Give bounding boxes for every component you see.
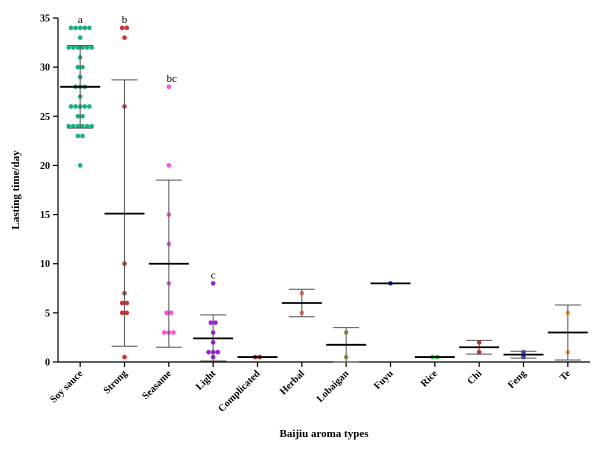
data-point [80,64,85,70]
y-tick-label: 20 [40,161,50,172]
data-point [80,133,85,139]
data-point [75,64,81,70]
data-point [80,123,85,129]
data-point [164,310,169,316]
data-point [77,163,83,168]
data-point [80,113,85,119]
data-point [210,281,216,286]
data-point [213,320,218,325]
x-tick-label: Strong [102,368,130,396]
data-point [166,84,172,90]
x-axis-title: Baijiu aroma types [279,428,369,440]
x-tick-label: Feng [506,368,529,391]
x-tick-label: Soy sauce [48,368,85,405]
data-point [166,163,172,168]
y-tick-label: 10 [40,259,50,270]
significance-label: b [122,14,128,26]
x-tick-label: Light [194,368,219,393]
data-point [208,320,214,325]
y-tick-label: 5 [45,308,50,319]
data-point [75,133,81,139]
data-point [89,45,94,50]
data-point [66,123,71,129]
significance-label: c [211,269,216,281]
x-tick-label: Herbal [278,368,307,397]
x-tick-label: Chi [466,368,485,387]
data-point [80,45,85,50]
data-point [77,25,83,31]
data-point [82,25,88,31]
data-point [122,354,127,360]
chart-marks: a b bc c [60,14,588,363]
data-point [124,300,130,306]
data-point [119,310,125,316]
data-point [84,123,90,129]
data-point [119,25,125,31]
data-point [124,310,130,316]
data-point [70,45,76,50]
significance-label: a [78,14,83,26]
data-point [122,35,127,40]
data-point [119,300,125,306]
data-point [75,45,81,50]
data-point [68,25,74,31]
data-point [215,349,221,355]
data-point [77,35,83,40]
data-point [206,349,211,355]
data-point [82,104,88,109]
data-point [171,330,176,335]
data-point [75,113,81,119]
y-tick-label: 35 [40,14,50,25]
y-tick-label: 30 [40,63,50,74]
data-point [124,25,130,31]
x-tick-label: Seasame [140,368,174,402]
y-tick-label: 15 [40,210,50,221]
data-point [84,45,90,50]
x-tick-label: Te [558,368,573,383]
data-point [168,310,174,316]
y-tick-label: 0 [45,358,50,369]
data-point [87,104,92,109]
x-tick-label: Lobaigan [315,368,352,405]
data-point [89,123,94,129]
data-point [73,104,78,109]
data-point [68,104,74,109]
x-tick-label: Rice [419,368,441,390]
y-axis-title: Lasting time/day [10,150,22,230]
data-point [75,123,81,129]
data-point [87,25,92,31]
significance-label: bc [167,73,178,85]
x-tick-label: Fuyu [372,368,396,392]
y-tick-label: 25 [40,112,50,123]
data-point [70,123,76,129]
data-point [161,330,167,335]
data-point [66,45,71,50]
data-point [73,25,78,31]
x-tick-label: Complicated [216,368,263,415]
